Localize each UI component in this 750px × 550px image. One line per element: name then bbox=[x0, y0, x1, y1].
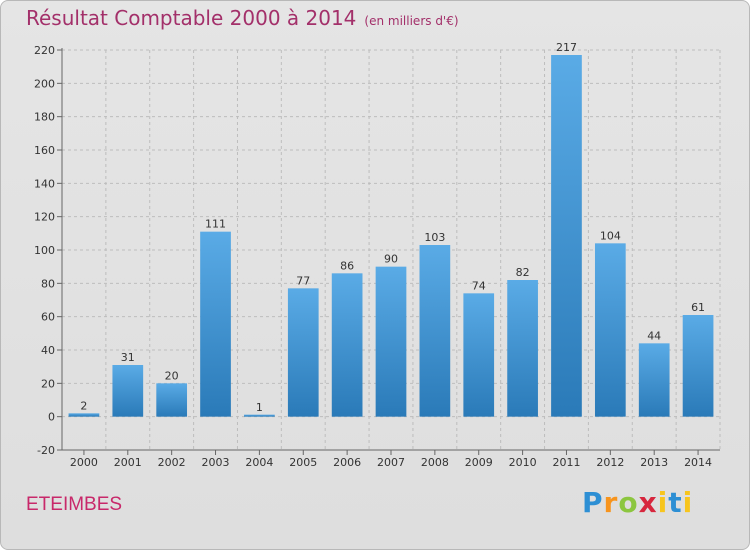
x-tick-label: 2004 bbox=[245, 456, 273, 469]
bar-2000 bbox=[69, 413, 100, 416]
bar-value-label: 82 bbox=[516, 266, 530, 279]
bar-value-label: 217 bbox=[556, 41, 577, 54]
bar-value-label: 20 bbox=[165, 369, 179, 382]
bar-value-label: 74 bbox=[472, 279, 486, 292]
bar-2003 bbox=[200, 232, 231, 417]
bar-value-label: 86 bbox=[340, 259, 354, 272]
logo-letter: t bbox=[668, 486, 682, 519]
y-tick-label: 100 bbox=[34, 244, 55, 257]
logo-letter: x bbox=[639, 486, 658, 519]
bar-2009 bbox=[463, 293, 494, 416]
y-tick-label: 40 bbox=[41, 344, 55, 357]
place-name: ETEIMBES bbox=[26, 494, 122, 516]
x-tick-label: 2002 bbox=[158, 456, 186, 469]
y-tick-label: 200 bbox=[34, 77, 55, 90]
x-tick-label: 2005 bbox=[289, 456, 317, 469]
y-tick-label: 80 bbox=[41, 277, 55, 290]
x-tick-label: 2007 bbox=[377, 456, 405, 469]
bar-value-label: 104 bbox=[600, 229, 621, 242]
bar-2001 bbox=[112, 365, 143, 417]
bar-value-label: 103 bbox=[424, 231, 445, 244]
y-tick-label: 140 bbox=[34, 177, 55, 190]
logo-letter: r bbox=[604, 486, 619, 519]
bar-2006 bbox=[332, 273, 363, 416]
x-tick-label: 2006 bbox=[333, 456, 361, 469]
bar-value-label: 2 bbox=[80, 399, 87, 412]
bar-2002 bbox=[156, 383, 187, 416]
bar-value-label: 31 bbox=[121, 351, 135, 364]
bar-value-label: 111 bbox=[205, 218, 226, 231]
y-tick-label: 60 bbox=[41, 311, 55, 324]
y-tick-label: -20 bbox=[37, 444, 55, 457]
bar-value-label: 90 bbox=[384, 253, 398, 266]
bar-chart: -200204060801001201401601802002202000 200… bbox=[0, 0, 750, 550]
x-tick-label: 2013 bbox=[640, 456, 668, 469]
bar-value-label: 61 bbox=[691, 301, 705, 314]
x-tick-label: 2009 bbox=[465, 456, 493, 469]
bar-2012 bbox=[595, 243, 626, 416]
logo-letter: o bbox=[618, 486, 638, 519]
logo-letter: i bbox=[683, 486, 694, 519]
y-tick-label: 0 bbox=[48, 411, 55, 424]
y-tick-label: 180 bbox=[34, 111, 55, 124]
bar-2004 bbox=[244, 415, 275, 417]
x-tick-label: 2011 bbox=[552, 456, 580, 469]
x-tick-label: 2010 bbox=[509, 456, 537, 469]
bar-value-label: 1 bbox=[256, 401, 263, 414]
bar-2007 bbox=[376, 267, 407, 417]
bar-2008 bbox=[420, 245, 451, 417]
bar-2005 bbox=[288, 288, 319, 416]
bar-value-label: 77 bbox=[296, 274, 310, 287]
bar-2013 bbox=[639, 343, 670, 416]
x-tick-label: 2003 bbox=[202, 456, 230, 469]
logo-letter: i bbox=[658, 486, 669, 519]
y-tick-label: 120 bbox=[34, 211, 55, 224]
x-tick-label: 2000 bbox=[70, 456, 98, 469]
bar-value-label: 44 bbox=[647, 329, 661, 342]
proxiti-logo: Proxiti bbox=[582, 486, 693, 519]
logo-letter: P bbox=[582, 486, 604, 519]
y-tick-label: 20 bbox=[41, 377, 55, 390]
x-tick-label: 2001 bbox=[114, 456, 142, 469]
y-tick-label: 220 bbox=[34, 44, 55, 57]
x-tick-label: 2014 bbox=[684, 456, 712, 469]
bar-2011 bbox=[551, 55, 582, 417]
x-tick-label: 2008 bbox=[421, 456, 449, 469]
bar-2014 bbox=[683, 315, 714, 417]
y-tick-label: 160 bbox=[34, 144, 55, 157]
bar-2010 bbox=[507, 280, 538, 417]
x-tick-label: 2012 bbox=[596, 456, 624, 469]
